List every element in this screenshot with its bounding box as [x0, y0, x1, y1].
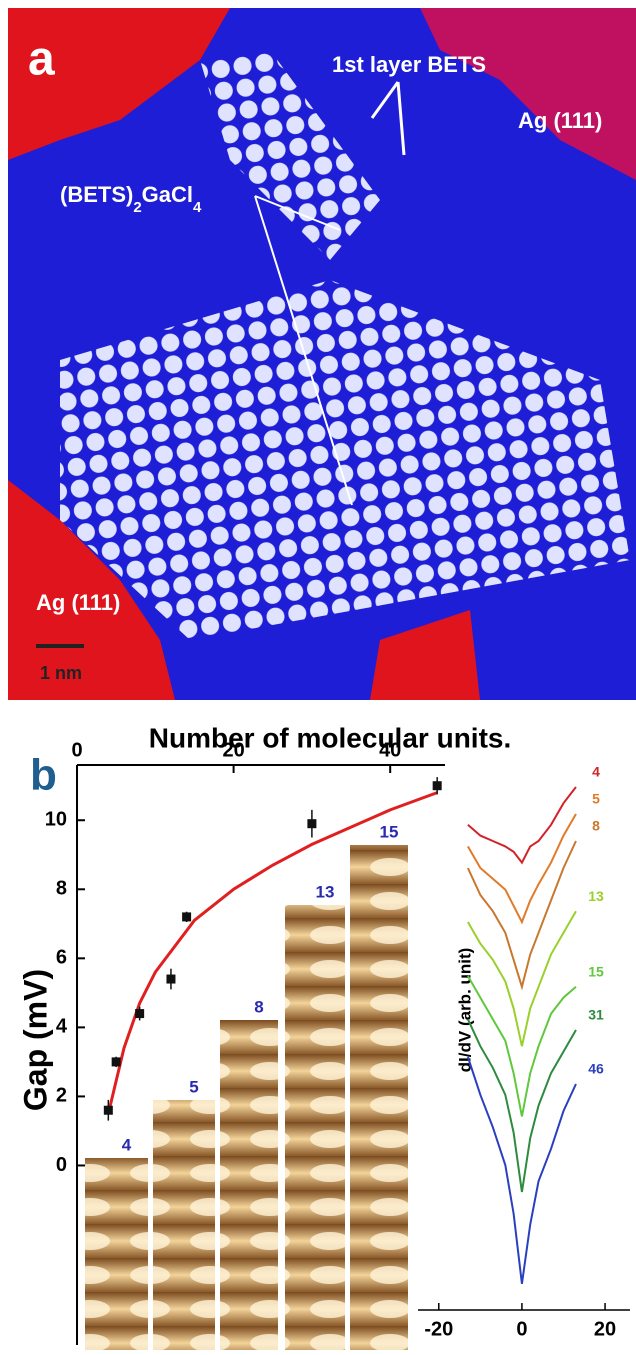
y-axis-title: dI/dV (arb. unit) — [455, 948, 474, 1073]
data-point — [433, 781, 442, 790]
y-tick-label: 6 — [56, 947, 67, 969]
stm-inset — [85, 1158, 148, 1350]
panel-label: a — [28, 33, 55, 86]
x-tick-label: 20 — [222, 739, 244, 761]
series-label: 46 — [588, 1061, 604, 1077]
inset-label: 8 — [254, 997, 263, 1016]
formula: 2 — [133, 199, 141, 216]
series-label: 31 — [588, 1007, 604, 1023]
spectrum — [468, 787, 576, 863]
spectrum — [468, 1057, 576, 1284]
annotation: 1st layer BETS — [332, 52, 486, 77]
figure: a 1st layer BETS Ag (111) (BETS)2GaCl4 A… — [0, 0, 636, 1355]
data-point — [166, 975, 175, 984]
x-tick-label: 0 — [516, 1318, 527, 1340]
scale-label: 1 nm — [40, 663, 82, 683]
x-tick-label: 20 — [594, 1318, 616, 1340]
x-tick-label: 40 — [379, 739, 401, 761]
stm-inset — [285, 905, 345, 1350]
data-point — [112, 1057, 121, 1066]
y-tick-label: 10 — [45, 809, 67, 831]
inset-label: 5 — [189, 1077, 198, 1096]
formula: GaCl — [142, 182, 193, 207]
y-tick-label: 4 — [56, 1016, 68, 1038]
data-point — [182, 912, 191, 921]
y-tick-label: 2 — [56, 1085, 67, 1107]
stm-inset — [153, 1100, 215, 1350]
spectrum — [468, 911, 576, 1046]
inset-label: 13 — [316, 882, 335, 901]
y-tick-label: 0 — [56, 1154, 67, 1176]
inset-label: 4 — [122, 1135, 132, 1154]
series-label: 15 — [588, 964, 604, 980]
annotation: Ag (111) — [518, 108, 602, 133]
data-point — [104, 1106, 113, 1115]
data-point — [307, 819, 316, 828]
panel-label: b — [30, 751, 57, 800]
annotation: Ag (111) — [36, 590, 120, 615]
x-axis-title: Number of molecular units. — [149, 722, 512, 753]
x-tick-label: -20 — [424, 1318, 453, 1340]
series-label: 4 — [592, 764, 600, 780]
formula: (BETS) — [60, 182, 133, 207]
series-label: 13 — [588, 888, 604, 904]
inset-label: 15 — [380, 822, 399, 841]
x-tick-label: 0 — [71, 739, 82, 761]
series-label: 8 — [592, 818, 600, 834]
spectrum — [468, 814, 576, 922]
y-axis-title: Gap (mV) — [17, 969, 53, 1111]
formula: 4 — [193, 199, 202, 216]
stm-inset — [350, 845, 408, 1350]
data-point — [135, 1009, 144, 1018]
series-label: 5 — [592, 791, 600, 807]
stm-inset — [220, 1020, 278, 1350]
y-tick-label: 8 — [56, 878, 67, 900]
